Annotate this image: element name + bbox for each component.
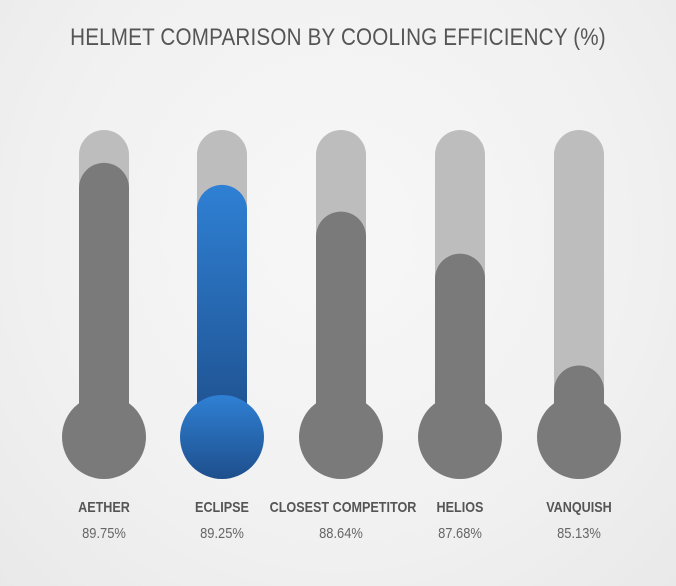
value-label: 89.75% [82,525,126,542]
chart-title: HELMET COMPARISON BY COOLING EFFICIENCY … [70,24,606,51]
thermometer-bulb [62,395,146,479]
bar-eclipse [197,184,247,437]
thermometer-track [554,130,604,437]
category-label: VANQUISH [546,499,612,516]
thermometer-bulb [418,395,502,479]
category-label: CLOSEST COMPETITOR [269,499,417,516]
category-label: ECLIPSE [195,499,249,516]
bar-helios [435,253,485,437]
bar-closest-competitor [316,211,366,437]
thermometer-bulb [537,395,621,479]
category-label: AETHER [78,499,130,516]
bar-aether [79,162,129,437]
value-label: 85.13% [557,525,601,542]
value-label: 89.25% [200,525,244,542]
category-label: HELIOS [436,499,484,516]
thermometer-bulb [180,395,264,479]
value-label: 88.64% [319,525,363,542]
thermometer-bulb [299,395,383,479]
value-label: 87.68% [438,525,482,542]
